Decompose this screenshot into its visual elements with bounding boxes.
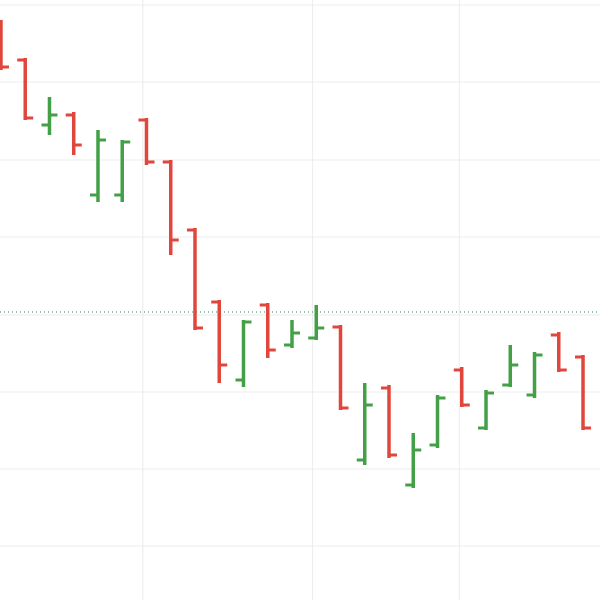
chart	[0, 0, 600, 600]
